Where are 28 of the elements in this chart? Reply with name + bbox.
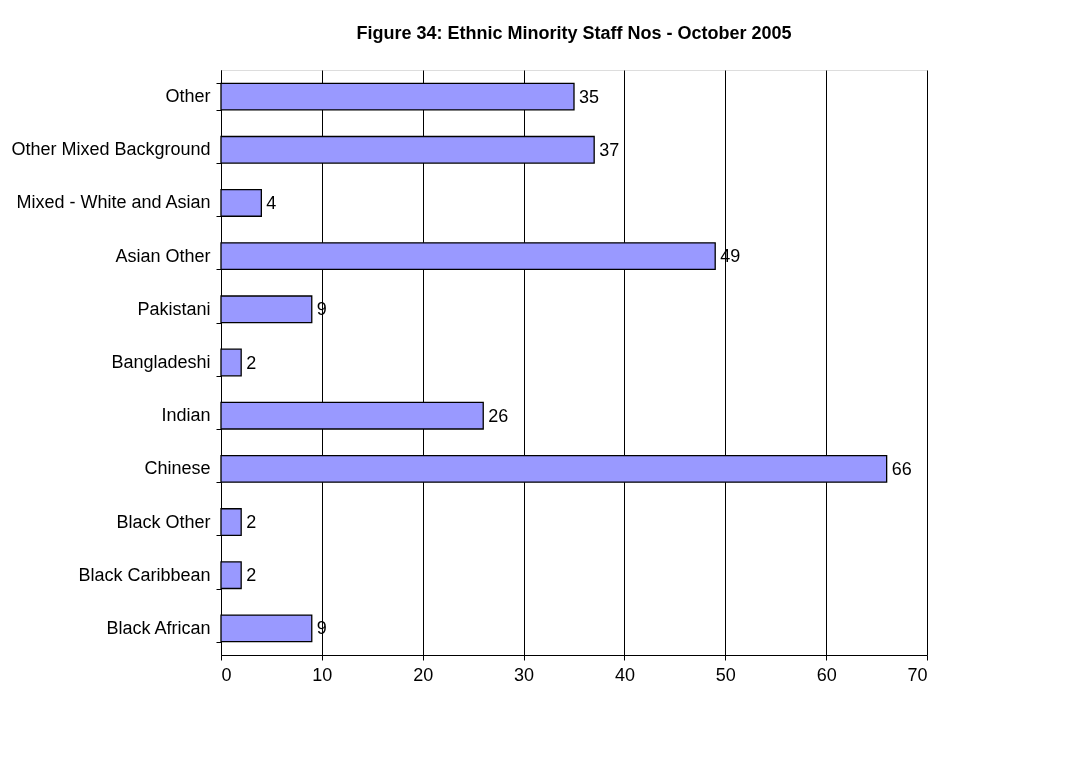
chart-title: Figure 34: Ethnic Minority Staff Nos - October 2005 [356,23,792,43]
y-tick-label: Bangladeshi [111,352,211,372]
x-tick-label: 20 [413,664,434,685]
x-tick-label: 50 [715,664,736,685]
y-tick-label: Asian Other [115,245,211,266]
x-tick-label: 10 [312,664,333,685]
y-tick-label: Other Mixed Background [11,139,211,160]
data-label: 2 [246,565,257,586]
y-tick-label: Mixed - White and Asian [16,192,211,213]
y-tick-label: Pakistani [137,298,211,319]
data-label: 2 [246,512,257,533]
data-label: 37 [599,139,620,160]
x-tick-label: 30 [514,664,535,685]
x-tick-label: 60 [816,664,837,685]
y-tick-label: Black Caribbean [78,564,211,585]
x-tick-label: 40 [614,664,635,685]
data-label: 66 [891,458,912,479]
y-tick-label: Chinese [144,458,211,479]
y-tick-label: Other [165,86,211,107]
x-tick-label: 70 [907,664,928,685]
y-tick-label: Black African [106,617,211,638]
data-label: 2 [246,352,257,373]
y-tick-label: Indian [161,405,211,426]
data-label: 4 [266,192,277,213]
data-label: 35 [579,86,600,107]
data-label: 26 [488,405,509,426]
x-tick-label: 0 [221,664,232,685]
y-tick-label: Black Other [116,511,211,532]
